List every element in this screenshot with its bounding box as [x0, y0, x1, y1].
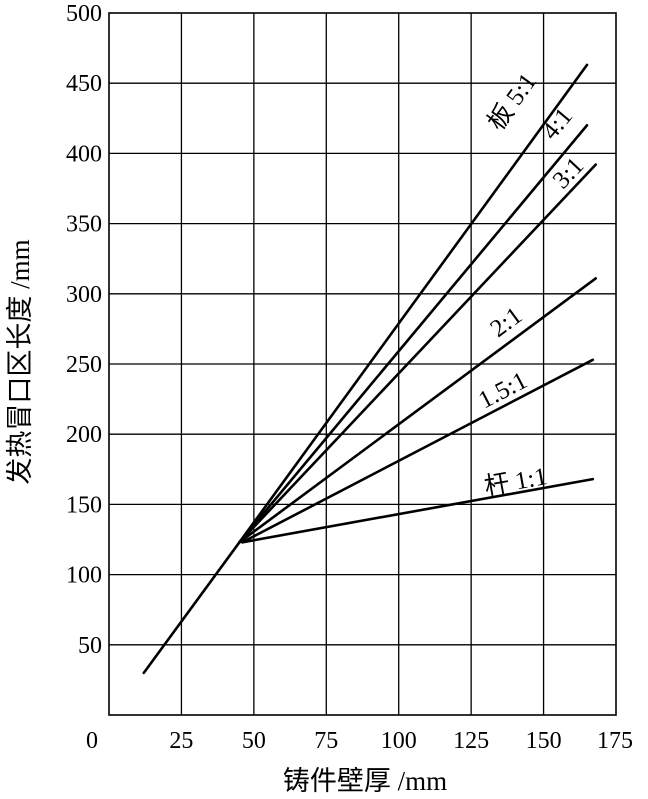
series-label: 杆 1:1	[482, 462, 549, 501]
x-tick-label: 25	[169, 728, 193, 754]
y-tick-label: 500	[66, 1, 102, 27]
series-lines	[142, 63, 598, 675]
x-tick-label: 50	[242, 728, 266, 754]
x-tick-label: 150	[526, 728, 562, 754]
x-tick-label: 75	[314, 728, 338, 754]
y-tick-label: 100	[66, 563, 102, 589]
grid	[109, 13, 616, 715]
series-line-1	[238, 63, 589, 544]
x-tick-label: 0	[86, 728, 98, 754]
y-tick-label: 50	[78, 633, 102, 659]
plot-border	[108, 12, 617, 716]
plot-frame	[108, 12, 617, 716]
x-axis-title: 铸件壁厚 /mm	[283, 766, 447, 796]
series-line-6	[241, 477, 595, 544]
series-line-2	[238, 124, 589, 544]
series-label: 板 5:1	[482, 68, 542, 136]
y-tick-label: 400	[66, 141, 102, 167]
series-label: 2:1	[486, 302, 528, 343]
y-tick-label: 250	[66, 352, 102, 378]
y-tick-label: 450	[66, 71, 102, 97]
series-line-5	[241, 358, 595, 544]
y-tick-label: 350	[66, 212, 102, 238]
x-tick-label: 125	[453, 728, 489, 754]
x-tick-label: 100	[381, 728, 417, 754]
series-line-4	[238, 277, 598, 544]
y-tick-labels: 50 100 150 200 250 300 350 400 450 500	[66, 1, 102, 659]
series-line-0	[142, 540, 241, 675]
y-tick-label: 200	[66, 422, 102, 448]
series-line-3	[238, 163, 598, 544]
y-axis-title: 发热冒口区长度 /mm	[5, 239, 35, 484]
x-tick-label: 175	[597, 728, 633, 754]
x-tick-labels: 0 25 50 75 100 125 150 175	[86, 728, 633, 754]
y-tick-label: 300	[66, 282, 102, 308]
y-tick-label: 150	[66, 492, 102, 518]
series-labels: 板 5:14:13:12:11.5:1杆 1:1	[474, 68, 589, 501]
series-label: 3:1	[548, 152, 590, 194]
